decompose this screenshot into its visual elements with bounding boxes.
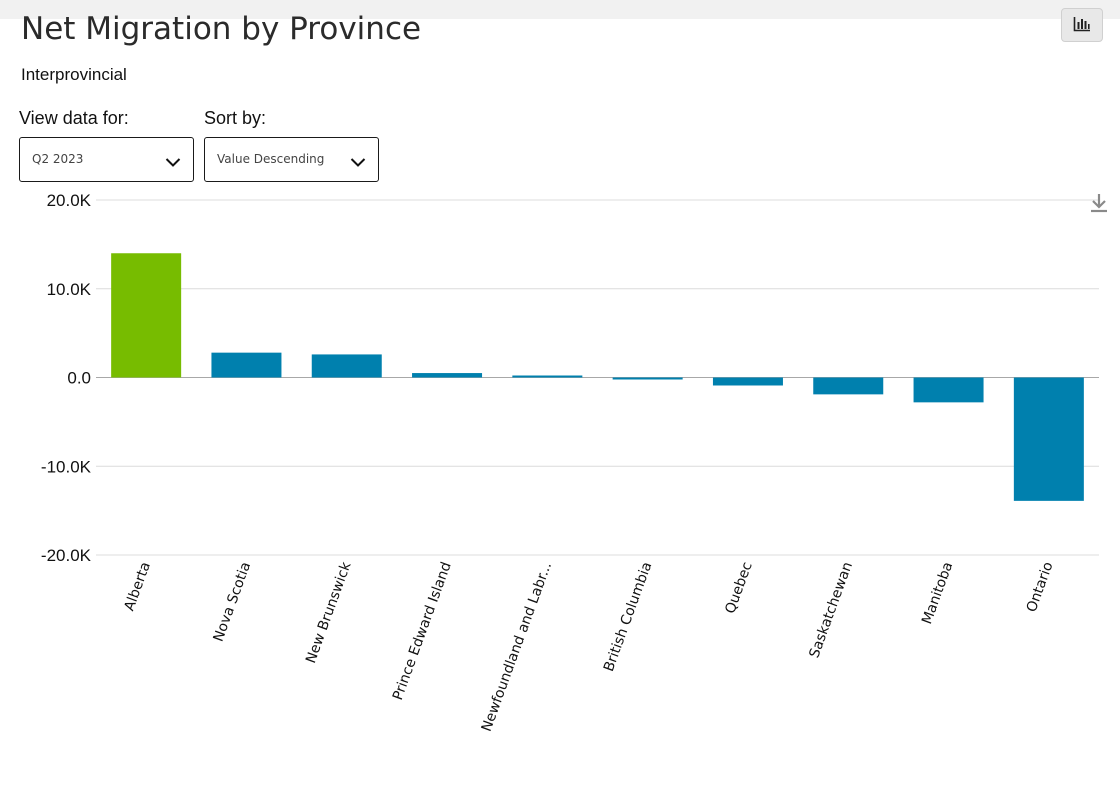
chevron-down-icon (350, 153, 366, 172)
bar (813, 377, 884, 395)
x-tick-label: Alberta (122, 560, 154, 613)
download-button[interactable] (1087, 191, 1111, 215)
view-data-label: View data for: (19, 108, 129, 128)
view-data-value: Q2 2023 (32, 152, 84, 166)
sort-by-label: Sort by: (204, 108, 267, 128)
page-title: Net Migration by Province (21, 11, 422, 47)
bar (211, 352, 282, 378)
x-tick-label: Saskatchewan (807, 560, 857, 660)
y-tick-label: 10.0K (47, 280, 92, 299)
sort-by-value: Value Descending (217, 152, 325, 166)
y-tick-label: -20.0K (41, 546, 92, 565)
x-tick-label: New Brunswick (303, 559, 355, 665)
chart-type-button[interactable] (1061, 8, 1103, 42)
x-tick-label: Nova Scotia (211, 560, 255, 644)
x-tick-label: Prince Edward Island (390, 560, 455, 702)
x-tick-label: Manitoba (919, 560, 956, 627)
bar (111, 253, 182, 378)
chevron-down-icon (165, 153, 181, 172)
top-strip (0, 0, 1120, 19)
view-data-select[interactable]: Q2 2023 (19, 137, 194, 182)
download-icon (1087, 194, 1111, 219)
x-tick-label: Quebec (722, 560, 755, 616)
y-tick-label: 20.0K (47, 191, 92, 210)
bar (712, 377, 783, 386)
sort-by-select[interactable]: Value Descending (204, 137, 379, 182)
bar (913, 377, 984, 403)
x-tick-label: Newfoundland and Labr... (479, 560, 555, 734)
bar (1013, 377, 1084, 501)
bar (311, 354, 382, 378)
bar-chart-icon (1073, 16, 1091, 35)
y-tick-label: -10.0K (41, 457, 92, 476)
y-tick-label: 0.0 (67, 369, 91, 388)
page-subtitle: Interprovincial (21, 65, 127, 84)
x-tick-label: British Columbia (601, 560, 655, 674)
bar (512, 375, 583, 378)
x-tick-label: Ontario (1024, 560, 1057, 614)
bar (612, 377, 683, 380)
bar (412, 373, 483, 378)
